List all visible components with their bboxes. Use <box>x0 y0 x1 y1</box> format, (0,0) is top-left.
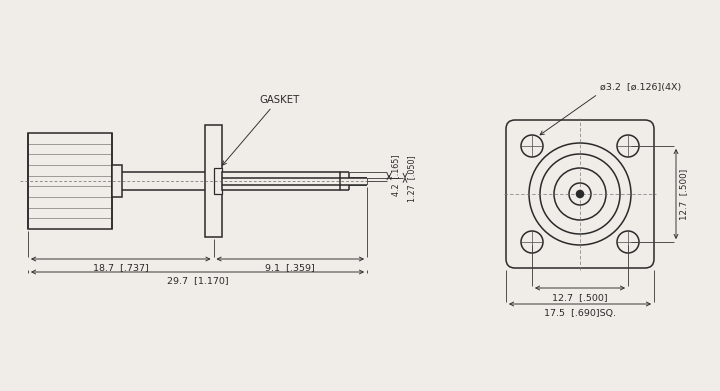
Text: 12.7  [.500]: 12.7 [.500] <box>679 169 688 220</box>
Bar <box>28 133 112 229</box>
Bar <box>214 168 222 194</box>
Text: 18.7  [.737]: 18.7 [.737] <box>93 263 148 272</box>
Bar <box>222 172 340 190</box>
Text: 29.7  [1.170]: 29.7 [1.170] <box>167 276 228 285</box>
Text: 12.7  [.500]: 12.7 [.500] <box>552 293 608 302</box>
Text: 4.2  [.165]: 4.2 [.165] <box>391 155 400 196</box>
Circle shape <box>577 190 583 197</box>
Text: 1.27  [.050]: 1.27 [.050] <box>407 155 416 202</box>
Text: ø3.2  [ø.126](4X): ø3.2 [ø.126](4X) <box>600 83 681 92</box>
Bar <box>205 125 222 237</box>
Bar <box>349 178 367 185</box>
Text: 17.5  [.690]SQ.: 17.5 [.690]SQ. <box>544 309 616 318</box>
Bar <box>112 165 122 197</box>
Text: 9.1  [.359]: 9.1 [.359] <box>266 263 315 272</box>
Text: GASKET: GASKET <box>260 95 300 105</box>
